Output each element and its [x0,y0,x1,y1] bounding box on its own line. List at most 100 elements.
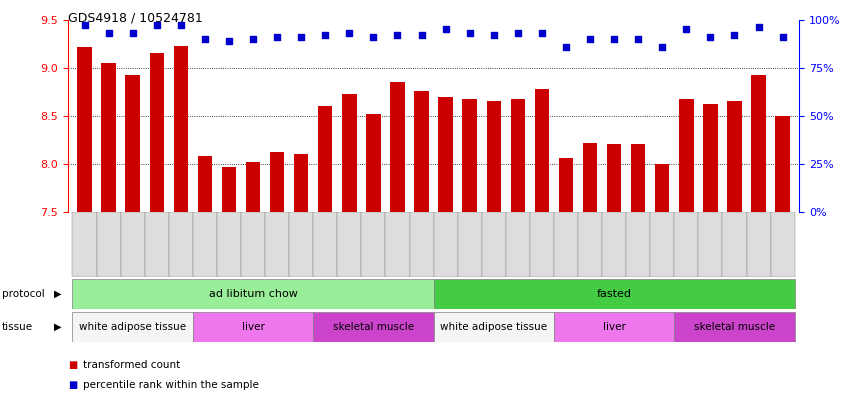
Bar [217,212,241,277]
Text: ■: ■ [68,360,77,371]
Bar [433,279,794,309]
Text: ■: ■ [68,380,77,390]
Bar [679,99,694,212]
Text: tissue: tissue [2,322,33,332]
Bar [294,154,309,212]
Bar [607,144,621,212]
Bar [771,212,794,277]
Text: ▶: ▶ [54,322,61,332]
Bar [458,212,481,277]
Point [607,36,621,42]
Point [583,36,596,42]
Bar [198,156,212,212]
Bar [409,212,433,277]
Text: skeletal muscle: skeletal muscle [332,322,414,332]
Point [487,32,501,38]
Point [271,34,284,40]
Text: transformed count: transformed count [83,360,180,371]
Bar [73,212,96,277]
Point [511,30,525,36]
Point [776,34,789,40]
Text: ad libitum chow: ad libitum chow [209,289,298,299]
Bar [698,212,722,277]
Bar [511,99,525,212]
Text: white adipose tissue: white adipose tissue [440,322,547,332]
Point [174,22,188,29]
Point [631,36,645,42]
Point [150,22,163,29]
Bar [265,212,289,277]
Bar [751,75,766,212]
Bar [558,158,574,212]
Bar [535,89,549,212]
Bar [342,94,356,212]
Text: white adipose tissue: white adipose tissue [80,322,186,332]
Bar [438,97,453,212]
Bar [96,212,121,277]
Bar [102,63,116,212]
Text: liver: liver [242,322,265,332]
Bar [125,75,140,212]
Text: skeletal muscle: skeletal muscle [694,322,775,332]
Bar [145,212,169,277]
Bar [173,46,188,212]
Bar [463,99,477,212]
Bar [703,105,717,212]
Point [318,32,332,38]
Bar [655,164,669,212]
Point [439,26,453,32]
Bar [722,212,746,277]
Bar [433,212,458,277]
Text: fasted: fasted [596,289,632,299]
Bar [746,212,771,277]
Text: liver: liver [602,322,625,332]
Text: ▶: ▶ [54,289,61,299]
Bar [776,116,790,212]
Point [656,44,669,50]
Bar [246,162,261,212]
Point [366,34,380,40]
Bar [602,212,626,277]
Point [294,34,308,40]
Bar [338,212,361,277]
Bar [674,212,698,277]
Point [222,38,236,44]
Bar [486,101,501,212]
Point [198,36,212,42]
Point [391,32,404,38]
Bar [121,212,145,277]
Point [559,44,573,50]
Bar [631,144,645,212]
Point [126,30,140,36]
Bar [318,107,332,212]
Bar [554,212,578,277]
Bar [554,312,674,342]
Bar [390,82,404,212]
Text: percentile rank within the sample: percentile rank within the sample [83,380,259,390]
Bar [73,312,193,342]
Bar [506,212,530,277]
Point [536,30,549,36]
Point [246,36,260,42]
Bar [77,47,91,212]
Bar [481,212,506,277]
Bar [169,212,193,277]
Point [752,24,766,31]
Bar [530,212,554,277]
Point [102,30,115,36]
Point [463,30,476,36]
Bar [193,212,217,277]
Point [679,26,693,32]
Bar [433,312,554,342]
Text: GDS4918 / 10524781: GDS4918 / 10524781 [68,12,202,25]
Bar [578,212,602,277]
Bar [313,212,338,277]
Bar [241,212,265,277]
Bar [313,312,433,342]
Bar [73,279,433,309]
Point [728,32,741,38]
Bar [222,167,236,212]
Bar [583,143,597,212]
Bar [626,212,651,277]
Bar [651,212,674,277]
